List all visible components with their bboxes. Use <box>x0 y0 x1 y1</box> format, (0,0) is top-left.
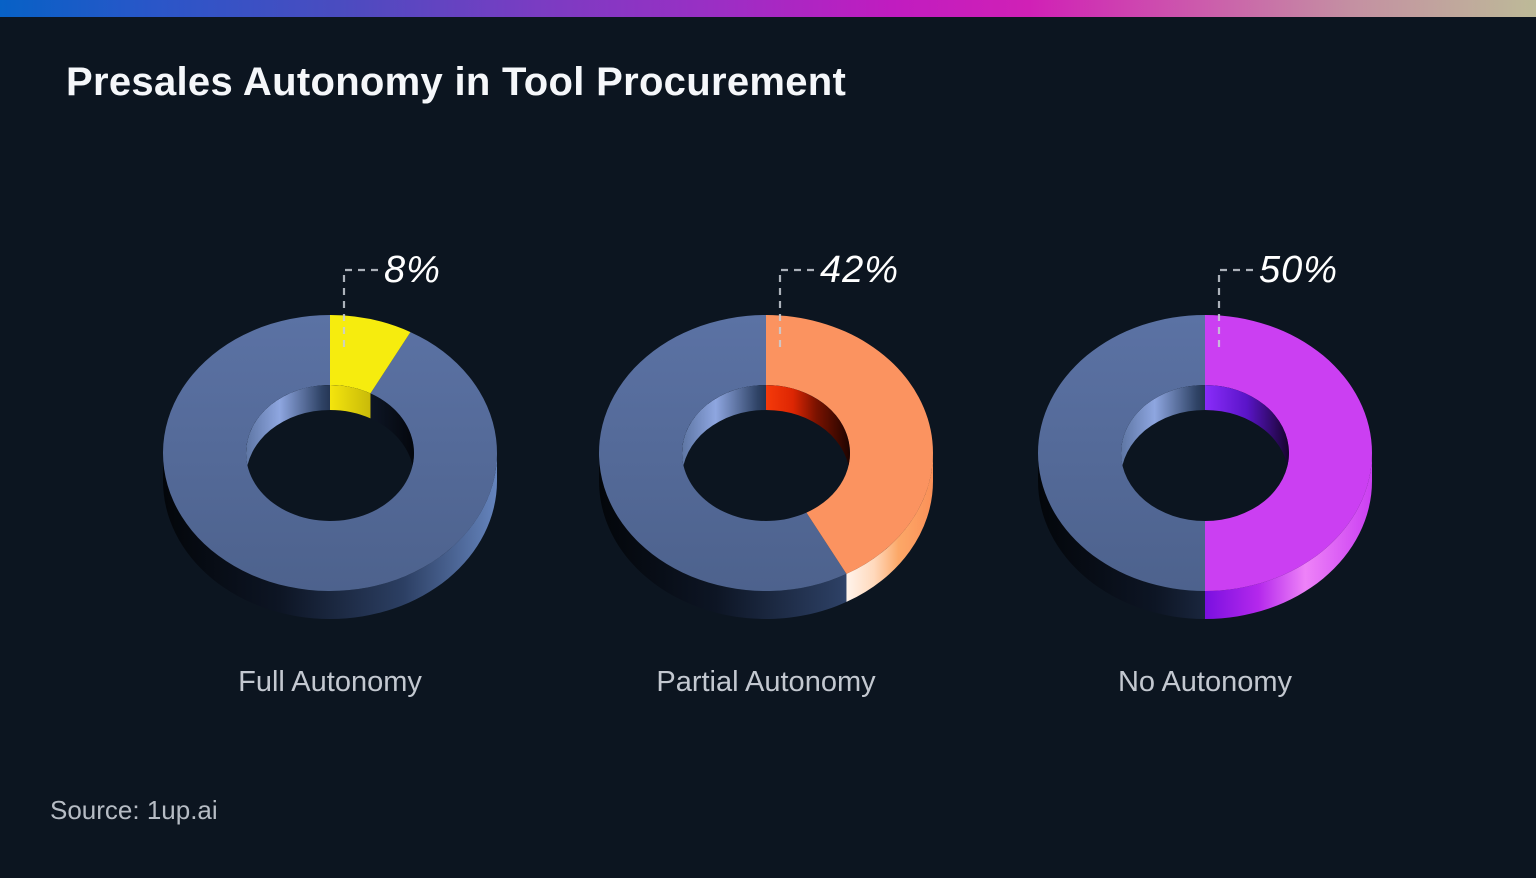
category-label: Partial Autonomy <box>656 666 876 698</box>
donut-chart-full-autonomy: 8% Full Autonomy <box>110 203 550 703</box>
source-text: Source: 1up.ai <box>50 795 218 825</box>
percent-label: 50% <box>1259 249 1339 291</box>
category-label: No Autonomy <box>1117 666 1293 698</box>
percent-label: 8% <box>384 249 441 291</box>
category-label: Full Autonomy <box>238 666 422 698</box>
donut-chart-no-autonomy: 50% No Autonomy <box>985 203 1425 703</box>
donut-svg <box>162 268 497 619</box>
donut-chart-partial-autonomy: 42% Partial Autonomy <box>546 203 986 703</box>
percent-label: 42% <box>820 249 900 291</box>
donut-svg <box>598 268 933 619</box>
donut-svg <box>1038 268 1372 619</box>
top-gradient-bar <box>0 0 1536 17</box>
page-title: Presales Autonomy in Tool Procurement <box>66 60 847 104</box>
